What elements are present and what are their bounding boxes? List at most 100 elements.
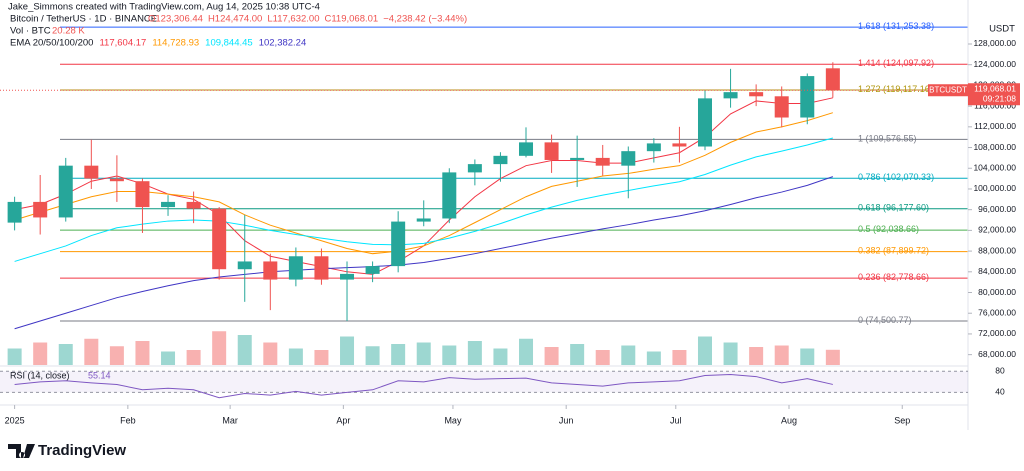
candle-body [365,266,380,274]
y-tick-label: 68,000.00 [978,349,1016,359]
fib-label: 0.382 (87,899.72) [858,245,929,255]
volume-value: 20.28 K [52,26,85,37]
candle-body [467,164,482,173]
x-tick-label: May [444,415,462,425]
currency: USDT [989,24,1015,35]
price-tag [968,83,1020,106]
y-tick-label: 104,000.00 [973,163,1016,173]
rsi-tick-label: 80 [995,366,1005,376]
fib-label: 0.786 (102,070.33) [858,172,934,182]
volume-bar [161,351,176,365]
volume-bar [774,345,789,365]
candle-body [697,98,712,147]
fib-label: 0 (74,500.77) [858,315,912,325]
volume-bar [416,342,431,365]
y-tick-label: 112,000.00 [974,121,1016,131]
ema-label: EMA 20/50/100/200 [10,38,93,49]
symbol-title: Bitcoin / TetherUS · 1D · BINANCE [10,14,157,25]
ohlc-value: H124,474.00 [208,14,262,25]
ema-value: 102,382.24 [259,38,307,49]
candle-body [774,96,789,118]
y-tick-label: 76,000.00 [978,307,1016,317]
volume-bar [467,341,482,365]
candle-body [442,172,457,219]
volume-bar [58,344,73,365]
ema-value: 114,728.93 [152,38,199,49]
rsi-label: RSI (14, close) [10,370,70,380]
candle-body [825,68,840,91]
candle-body [570,157,585,160]
candle-body [135,181,150,208]
candle-body [340,273,355,280]
volume-bar [84,338,99,365]
candle-body [109,178,124,182]
candle-body [58,165,73,218]
candle-body [595,157,610,166]
y-tick-label: 128,000.00 [973,38,1016,48]
ohlc-value: C119,068.01 [324,14,378,25]
x-tick-label: Jul [670,415,682,425]
x-tick-label: Mar [222,415,238,425]
volume-bar [365,346,380,365]
candle-body [161,201,176,208]
candle-body [544,142,559,160]
candle-body [749,92,764,97]
legend: Bitcoin / TetherUS · 1D · BINANCEO123,30… [10,14,467,49]
candle-body [493,155,508,165]
candle-body [646,143,661,152]
candle-body [416,218,431,222]
volume-bar [135,341,150,365]
volume-bar [263,342,278,365]
y-tick-label: 124,000.00 [973,59,1016,69]
candle-body [314,256,329,280]
candle-body [84,165,99,179]
candle-body [391,221,406,267]
rsi-value: 55.14 [88,370,111,380]
x-tick-label: Aug [781,415,797,425]
ohlc-value: L117,632.00 [267,14,319,25]
volume-bar [109,346,124,365]
volume-bar [340,336,355,365]
volume-bar [595,350,610,365]
volume-bar [825,349,840,365]
rsi-tick-label: 40 [995,387,1005,397]
volume-bar [212,331,227,365]
fib-label: 0.236 (82,778.66) [858,272,929,282]
fib-label: 1.272 (119,117.16) [858,84,933,94]
y-tick-label: 80,000.00 [978,287,1016,297]
volume-bar [519,338,534,365]
y-tick-label: 116,000.00 [974,100,1016,110]
volume-bar [493,348,508,365]
candle-body [672,143,687,147]
volume-bar [749,347,764,365]
y-tick-label: 72,000.00 [978,328,1016,338]
x-tick-label: Sep [894,415,910,425]
candle-body [263,261,278,280]
volume-bar [570,344,585,365]
y-tick-label: 84,000.00 [978,266,1016,276]
ema-value: 109,844.45 [205,38,253,49]
y-tick-label: 88,000.00 [978,245,1016,255]
plot-area: 1.618 (131,253.38) 1.414 (124,097.92) 1.27… [7,21,968,365]
x-tick-label: Feb [120,415,136,425]
x-tick-label: Jun [559,415,574,425]
fib-label: 1.618 (131,253.38) [858,21,934,31]
volume-bar [288,348,303,365]
ema-line [14,176,834,330]
volume-bar [237,335,252,365]
y-tick-label: 92,000.00 [978,225,1016,235]
volume-bar [672,350,687,365]
ema-line [14,112,833,255]
rsi-band [0,371,968,393]
countdown: 09:21:08 [983,93,1016,103]
ohlc-value: O123,306.44 [148,14,203,25]
candle-body [723,92,738,99]
volume-bar [314,350,329,365]
candle-body [33,201,48,218]
symbol-tag-label: BTCUSDT [929,85,967,94]
fib-label: 0.618 (96,177.60) [858,203,929,213]
volume-bar [800,348,815,365]
candle-body [519,142,534,156]
ema-line [14,137,833,262]
